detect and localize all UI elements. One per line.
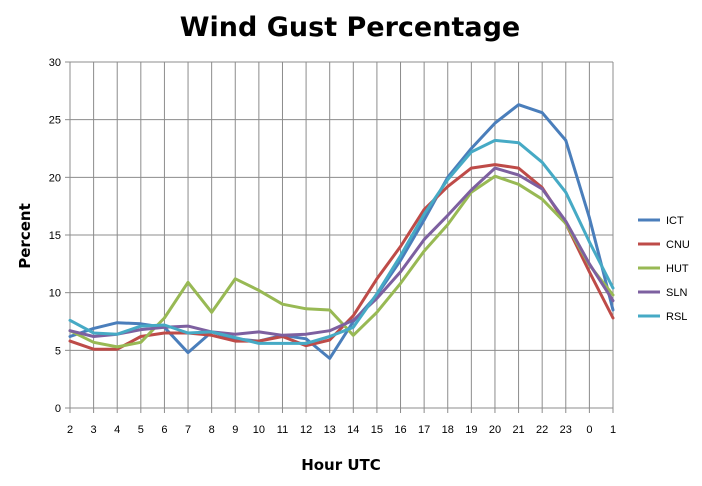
legend-label-ict: ICT bbox=[666, 215, 684, 227]
y-tick-label: 5 bbox=[55, 345, 61, 357]
y-tick-label: 30 bbox=[49, 57, 61, 69]
x-tick-label: 19 bbox=[465, 424, 477, 436]
x-tick-label: 13 bbox=[324, 424, 336, 436]
legend-label-rsl: RSL bbox=[666, 311, 687, 323]
y-tick-label: 25 bbox=[49, 115, 61, 127]
x-tick-label: 7 bbox=[185, 424, 191, 436]
series-line-hut bbox=[68, 174, 615, 349]
x-tick-label: 20 bbox=[489, 424, 501, 436]
x-tick-label: 21 bbox=[512, 424, 524, 436]
legend-label-cnu: CNU bbox=[666, 239, 690, 251]
x-tick-label: 1 bbox=[610, 424, 616, 436]
chart-title: Wind Gust Percentage bbox=[180, 12, 520, 43]
x-tick-label: 3 bbox=[91, 424, 97, 436]
x-tick-label: 4 bbox=[114, 424, 120, 436]
series-line-rsl bbox=[68, 138, 615, 345]
x-tick-label: 16 bbox=[394, 424, 406, 436]
x-tick-label: 17 bbox=[418, 424, 430, 436]
y-tick-label: 0 bbox=[55, 403, 61, 415]
x-tick-label: 11 bbox=[277, 424, 288, 436]
legend-label-hut: HUT bbox=[666, 263, 689, 275]
x-tick-label: 10 bbox=[253, 424, 265, 436]
x-tick-label: 14 bbox=[347, 424, 359, 436]
x-tick-label: 2 bbox=[67, 424, 73, 436]
y-axis-title: Percent bbox=[16, 203, 34, 268]
x-tick-label: 15 bbox=[371, 424, 383, 436]
x-tick-label: 6 bbox=[161, 424, 167, 436]
y-tick-label: 20 bbox=[49, 172, 61, 184]
y-tick-label: 10 bbox=[49, 288, 61, 300]
y-tick-label: 15 bbox=[49, 230, 61, 242]
series-line-cnu bbox=[68, 163, 615, 351]
legend: ICT CNU HUT SLN RSL bbox=[638, 215, 690, 323]
series-line-ict bbox=[68, 103, 615, 360]
x-tick-label: 22 bbox=[536, 424, 548, 436]
legend-label-sln: SLN bbox=[666, 287, 687, 299]
x-tick-label: 8 bbox=[209, 424, 215, 436]
x-tick-label: 18 bbox=[442, 424, 454, 436]
x-tick-label: 9 bbox=[232, 424, 238, 436]
x-tick-label: 23 bbox=[560, 424, 572, 436]
x-tick-label: 5 bbox=[138, 424, 144, 436]
x-axis-title: Hour UTC bbox=[301, 456, 381, 474]
x-tick-label: 12 bbox=[300, 424, 312, 436]
x-tick-label: 0 bbox=[586, 424, 592, 436]
gridlines bbox=[65, 61, 614, 413]
series-line-sln bbox=[68, 166, 615, 338]
series-lines bbox=[68, 103, 615, 360]
